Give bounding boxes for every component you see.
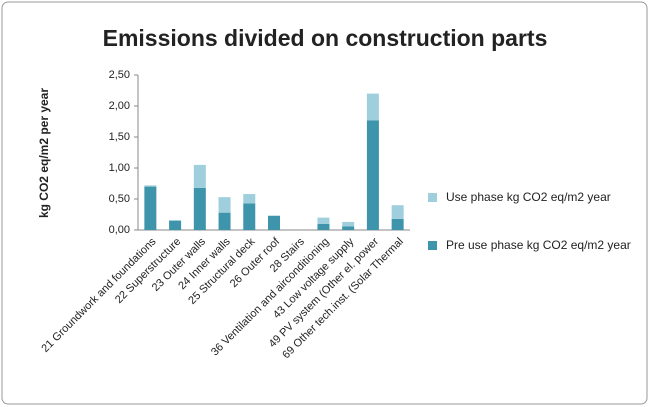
bar-segment: [243, 194, 256, 204]
y-tick-label: 1,50: [109, 131, 130, 143]
y-axis-label: kg CO2 eq/m2 per year: [37, 88, 51, 218]
bar-segment: [193, 187, 206, 230]
bar-segment: [317, 217, 330, 224]
bar-segment: [391, 218, 404, 230]
bar-segment: [144, 185, 157, 187]
bar-segment: [342, 221, 355, 227]
y-tick-label: 0,50: [109, 193, 130, 205]
y-tick-label: 1,00: [109, 162, 130, 174]
legend-label: Pre use phase kg CO2 eq/m2 year: [446, 238, 631, 252]
bar-segment: [193, 164, 206, 188]
bar-segment: [317, 223, 330, 230]
bar-segment: [169, 220, 182, 221]
legend-swatch: [428, 193, 437, 202]
chart-title: Emissions divided on construction parts: [103, 25, 548, 51]
y-tick-label: 2,00: [109, 100, 130, 112]
y-tick-label: 0,00: [109, 224, 130, 236]
legend-swatch: [428, 241, 437, 250]
bar-segment: [268, 215, 280, 230]
legend-label: Use phase kg CO2 eq/m2 year: [446, 190, 611, 204]
bar-segment: [218, 212, 231, 230]
bar-segment: [169, 220, 182, 230]
y-tick-label: 2,50: [109, 69, 130, 81]
bar-segment: [366, 120, 379, 230]
bar-segment: [218, 197, 231, 213]
bar-segment: [391, 205, 404, 219]
bar-segment: [342, 226, 355, 230]
bar-segment: [366, 93, 379, 121]
bar-segment: [144, 186, 157, 230]
bar-segment: [243, 203, 256, 230]
